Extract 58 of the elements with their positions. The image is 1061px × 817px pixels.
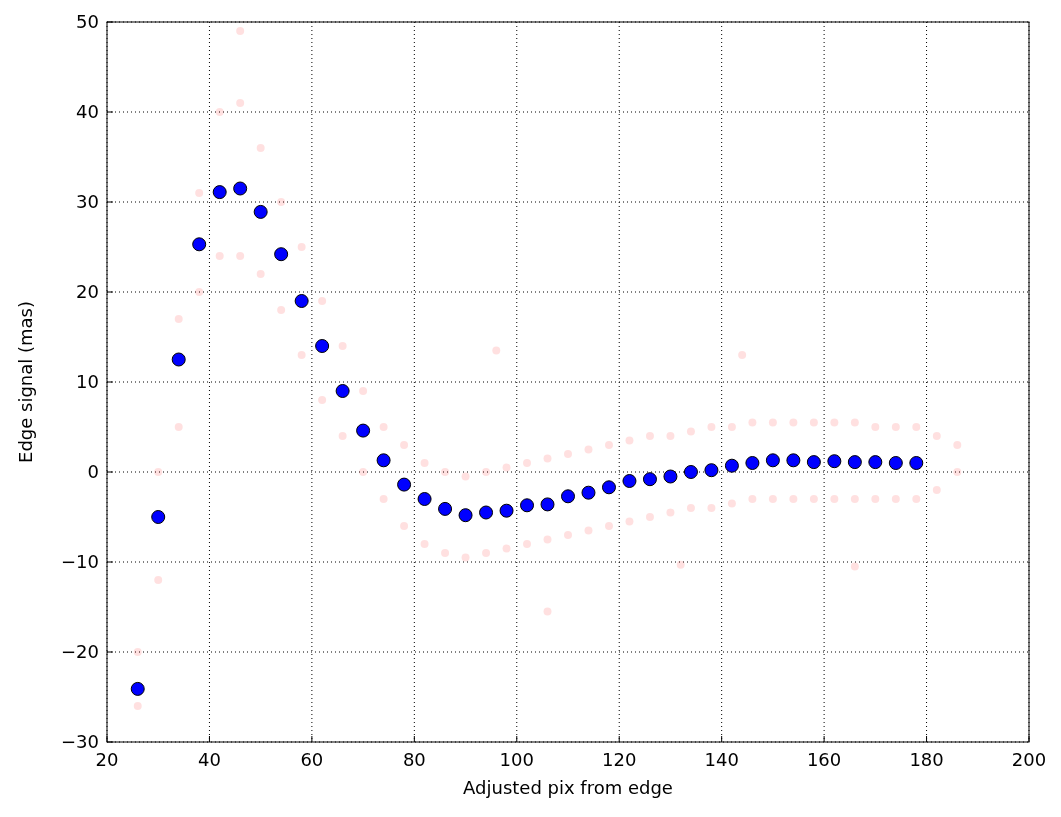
point [192,237,207,252]
point [458,508,473,523]
y-tick-label: −10 [61,551,99,573]
point [663,469,678,484]
point [540,497,555,512]
point [622,474,637,488]
point [561,489,575,504]
point [806,455,821,470]
x-tick-label: 40 [197,749,221,770]
point [233,181,248,196]
point [868,455,883,470]
point [827,454,842,469]
point [479,505,494,520]
x-tick-label: 160 [806,749,842,770]
point [130,681,145,696]
y-tick-label: −20 [61,641,99,663]
point [683,465,698,479]
point [294,294,309,308]
y-tick-label: 30 [76,191,99,213]
x-tick-label: 120 [602,749,637,770]
point [745,456,760,470]
point [642,472,657,487]
x-tick-label: 180 [909,749,944,770]
y-tick-label: 50 [76,11,99,33]
x-tick-label: 80 [402,749,426,770]
y-axis-title: Edge signal (mas) [15,301,36,463]
point [499,503,514,518]
point [888,456,903,470]
point [356,423,371,438]
point [274,247,289,262]
point [151,510,166,524]
point [704,463,719,478]
x-tick-label: 200 [1011,749,1047,770]
point [847,455,862,470]
y-tick-label: 0 [87,461,99,483]
point [212,185,227,200]
point [335,384,350,398]
point [417,492,432,506]
point [520,498,535,513]
point [397,477,412,492]
point [438,501,453,516]
point [376,453,391,468]
y-tick-label: 10 [76,371,99,393]
point [315,339,330,353]
y-tick-label: 40 [76,101,99,123]
point [581,485,596,500]
point [765,453,780,468]
x-axis-title: Adjusted pix from edge [463,777,673,798]
point [171,352,186,367]
point [786,453,801,468]
point [601,480,616,495]
point [909,456,924,470]
point [724,458,739,473]
x-tick-label: 100 [499,749,534,770]
y-tick-label: 20 [76,281,99,303]
x-tick-label: 140 [704,749,739,770]
x-tick-label: 60 [300,749,324,770]
point [253,204,268,219]
